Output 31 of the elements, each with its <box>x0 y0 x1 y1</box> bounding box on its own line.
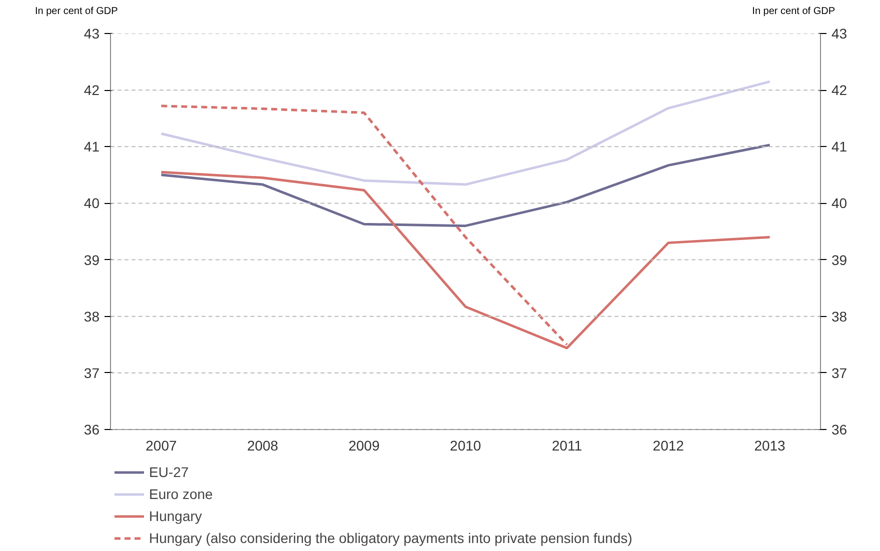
x-tick-label: 2008 <box>247 438 278 454</box>
y2-tick-label: 37 <box>832 364 848 381</box>
y2-tick-label: 43 <box>832 26 848 42</box>
y2-tick-label: 41 <box>832 138 848 155</box>
y2-axis-title: In per cent of GDP <box>752 5 835 19</box>
y-tick-label: 40 <box>84 195 100 212</box>
legend-label: Hungary (also considering the obligatory payments into private pension funds) <box>149 530 632 546</box>
legend-label: EU-27 <box>149 464 189 480</box>
y2-tick-label: 38 <box>832 308 848 324</box>
legend-label: Hungary <box>149 508 202 524</box>
x-tick-label: 2013 <box>754 438 786 454</box>
line-series <box>160 144 772 228</box>
y2-tick-label: 39 <box>832 252 848 268</box>
y-tick-label: 39 <box>84 252 100 268</box>
y-tick-label: 42 <box>84 82 100 98</box>
y2-tick-label: 40 <box>832 195 848 212</box>
y-axis-title: In per cent of GDP <box>35 5 118 19</box>
x-tick-label: 2007 <box>146 438 177 454</box>
x-tick-label: 2009 <box>348 438 380 454</box>
y-tick-label: 37 <box>84 364 100 381</box>
legend-label: Euro zone <box>149 486 213 502</box>
x-tick-label: 2010 <box>450 438 482 454</box>
y-tick-label: 38 <box>84 308 100 324</box>
y-tick-label: 36 <box>84 422 100 438</box>
y2-tick-label: 36 <box>832 422 848 438</box>
y-tick-label: 43 <box>84 26 100 42</box>
x-tick-label: 2012 <box>652 438 684 454</box>
y2-tick-label: 42 <box>832 82 848 98</box>
x-tick-label: 2011 <box>552 438 582 454</box>
y-tick-label: 41 <box>84 138 100 155</box>
line-series <box>160 80 772 186</box>
